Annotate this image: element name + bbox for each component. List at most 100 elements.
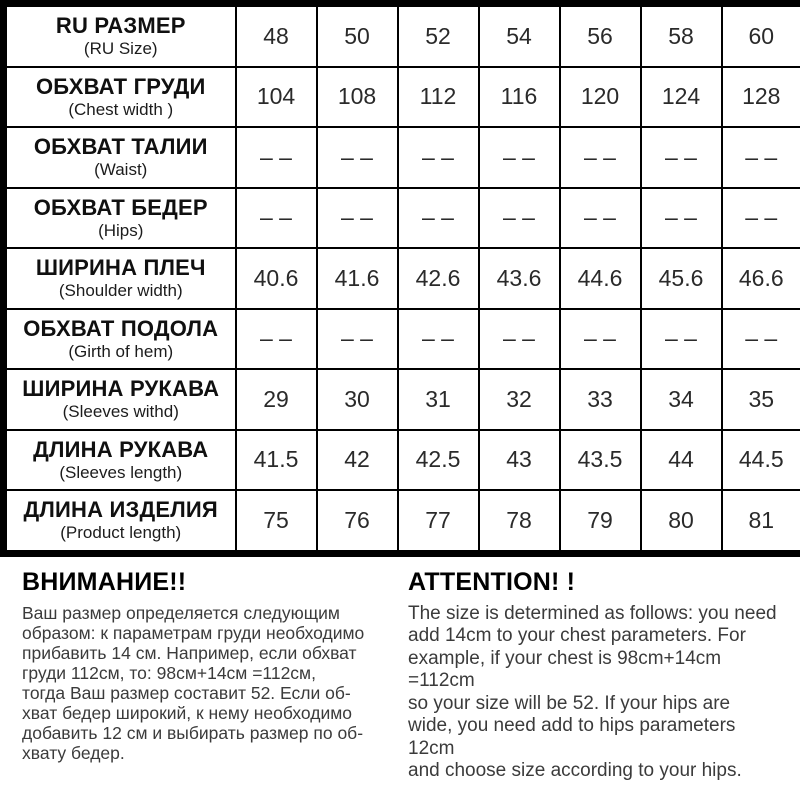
row-label-cell: ОБХВАТ ПОДОЛА (Girth of hem) (2, 307, 237, 370)
value-cell: – – (558, 307, 642, 370)
row-label-cell: ОБХВАТ ТАЛИИ (Waist) (2, 126, 237, 189)
row-label-cell: ШИРИНА ПЛЕЧ (Shoulder width) (2, 247, 237, 310)
row-label-ru: ОБХВАТ ГРУДИ (36, 73, 206, 99)
notes-section: ВНИМАНИЕ!! Ваш размер определяется следу… (0, 557, 800, 783)
note-en: ATTENTION! ! The size is determined as f… (408, 568, 786, 783)
row-label-en: (Hips) (98, 220, 144, 240)
row-label-cell: ШИРИНА РУКАВА (Sleeves withd) (2, 368, 237, 431)
size-table: RU РАЗМЕР (RU Size) 48 50 52 54 56 58 60 ОБХВАТ Г… (0, 0, 800, 557)
row-label-en: (Waist) (94, 160, 148, 180)
row-label-ru: ОБХВАТ БЕДЕР (33, 194, 208, 220)
note-ru-heading: ВНИМАНИЕ!! (22, 567, 187, 596)
value-cell: – – (639, 126, 723, 189)
row-label-cell: ОБХВАТ БЕДЕР (Hips) (2, 186, 237, 249)
value-cell: – – (234, 126, 318, 189)
table-row: ОБХВАТ ПОДОЛА (Girth of hem) – – – – – – – – –… (2, 307, 800, 370)
value-cell: – – (315, 126, 399, 189)
note-en-body: The size is determined as follows: you n… (408, 602, 777, 782)
value-cell: 42.6 (396, 247, 480, 310)
value-cell: 35 (720, 368, 800, 431)
value-cell: – – (558, 186, 642, 249)
row-label-en: (Chest width ) (68, 99, 174, 119)
value-cell: 78 (477, 489, 561, 554)
value-cell: 56 (558, 2, 642, 68)
value-cell: 112 (396, 65, 480, 128)
row-label-cell: ДЛИНА ИЗДЕЛИЯ (Product length) (2, 489, 237, 554)
row-label-en: (RU Size) (83, 39, 158, 59)
value-cell: 58 (639, 2, 723, 68)
value-cell: – – (396, 186, 480, 249)
row-label-ru: ДЛИНА ИЗДЕЛИЯ (23, 497, 218, 523)
value-cell: – – (477, 186, 561, 249)
row-label-en: (Sleeves length) (59, 462, 183, 482)
value-cell: 120 (558, 65, 642, 128)
value-cell: 60 (720, 2, 800, 68)
value-cell: 80 (639, 489, 723, 554)
table-row: ОБХВАТ ГРУДИ (Chest width ) 104 108 112 116 12… (2, 65, 800, 128)
note-en-heading: ATTENTION! ! (408, 567, 576, 596)
table-row: ШИРИНА ПЛЕЧ (Shoulder width) 40.6 41.6 42.6 4… (2, 247, 800, 310)
row-label-ru: RU РАЗМЕР (55, 13, 186, 39)
value-cell: 30 (315, 368, 399, 431)
value-cell: 45.6 (639, 247, 723, 310)
value-cell: – – (558, 126, 642, 189)
value-cell: 44.6 (558, 247, 642, 310)
row-label-en: (Sleeves withd) (62, 402, 179, 422)
value-cell: 31 (396, 368, 480, 431)
value-cell: 43 (477, 428, 561, 491)
row-label-cell: ДЛИНА РУКАВА (Sleeves length) (2, 428, 237, 491)
note-ru-body: Ваш размер определяется следующим образо… (22, 602, 365, 763)
row-label-en: (Shoulder width) (58, 281, 183, 301)
row-label-ru: ШИРИНА РУКАВА (22, 376, 220, 402)
value-cell: – – (639, 186, 723, 249)
value-cell: – – (315, 186, 399, 249)
value-cell: 41.5 (234, 428, 318, 491)
row-label-cell: RU РАЗМЕР (RU Size) (2, 2, 237, 68)
value-cell: – – (234, 186, 318, 249)
value-cell: – – (720, 186, 800, 249)
value-cell: – – (315, 307, 399, 370)
table-row: ДЛИНА ИЗДЕЛИЯ (Product length) 75 76 77 78 79 8… (2, 489, 800, 554)
value-cell: 34 (639, 368, 723, 431)
value-cell: 77 (396, 489, 480, 554)
row-label-ru: ОБХВАТ ТАЛИИ (33, 134, 208, 160)
value-cell: 108 (315, 65, 399, 128)
value-cell: 40.6 (234, 247, 318, 310)
row-label-cell: ОБХВАТ ГРУДИ (Chest width ) (2, 65, 237, 128)
value-cell: 104 (234, 65, 318, 128)
value-cell: 32 (477, 368, 561, 431)
table-row: RU РАЗМЕР (RU Size) 48 50 52 54 56 58 60 (2, 2, 800, 68)
value-cell: – – (720, 126, 800, 189)
row-label-ru: ДЛИНА РУКАВА (33, 436, 209, 462)
value-cell: 44 (639, 428, 723, 491)
value-cell: 43.6 (477, 247, 561, 310)
row-label-ru: ОБХВАТ ПОДОЛА (23, 315, 219, 341)
table-row: ШИРИНА РУКАВА (Sleeves withd) 29 30 31 32 33 34… (2, 368, 800, 431)
value-cell: – – (396, 307, 480, 370)
value-cell: 75 (234, 489, 318, 554)
value-cell: 42.5 (396, 428, 480, 491)
table-row: ДЛИНА РУКАВА (Sleeves length) 41.5 42 42.5 43… (2, 428, 800, 491)
value-cell: – – (639, 307, 723, 370)
value-cell: 46.6 (720, 247, 800, 310)
value-cell: 52 (396, 2, 480, 68)
note-ru: ВНИМАНИЕ!! Ваш размер определяется следу… (22, 568, 390, 783)
value-cell: – – (477, 126, 561, 189)
table-row: ОБХВАТ ТАЛИИ (Waist) – – – – – – – – – – – – – – (2, 126, 800, 189)
value-cell: – – (396, 126, 480, 189)
value-cell: 128 (720, 65, 800, 128)
value-cell: 54 (477, 2, 561, 68)
value-cell: 44.5 (720, 428, 800, 491)
row-label-ru: ШИРИНА ПЛЕЧ (35, 255, 206, 281)
value-cell: 48 (234, 2, 318, 68)
value-cell: – – (720, 307, 800, 370)
row-label-en: (Product length) (60, 523, 182, 543)
value-cell: 33 (558, 368, 642, 431)
row-label-en: (Girth of hem) (68, 341, 174, 361)
value-cell: 81 (720, 489, 800, 554)
value-cell: 50 (315, 2, 399, 68)
value-cell: 42 (315, 428, 399, 491)
value-cell: 29 (234, 368, 318, 431)
value-cell: – – (234, 307, 318, 370)
